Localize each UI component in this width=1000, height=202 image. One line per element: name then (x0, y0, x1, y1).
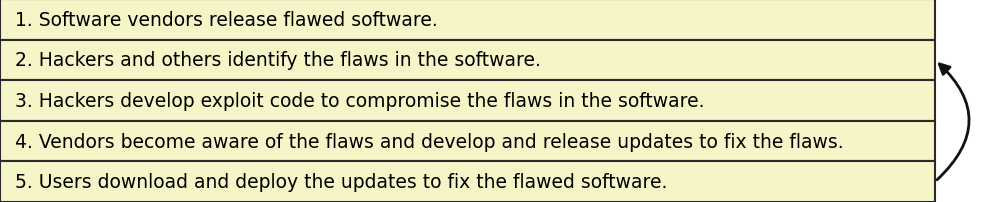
Text: 5. Users download and deploy the updates to fix the flawed software.: 5. Users download and deploy the updates… (15, 172, 667, 191)
FancyBboxPatch shape (0, 162, 935, 202)
FancyBboxPatch shape (0, 40, 935, 81)
FancyBboxPatch shape (0, 81, 935, 121)
Text: 2. Hackers and others identify the flaws in the software.: 2. Hackers and others identify the flaws… (15, 51, 541, 70)
Text: 1. Software vendors release flawed software.: 1. Software vendors release flawed softw… (15, 11, 438, 30)
Text: 4. Vendors become aware of the flaws and develop and release updates to fix the : 4. Vendors become aware of the flaws and… (15, 132, 844, 151)
FancyBboxPatch shape (0, 0, 935, 40)
FancyBboxPatch shape (0, 121, 935, 162)
Text: 3. Hackers develop exploit code to compromise the flaws in the software.: 3. Hackers develop exploit code to compr… (15, 92, 704, 110)
